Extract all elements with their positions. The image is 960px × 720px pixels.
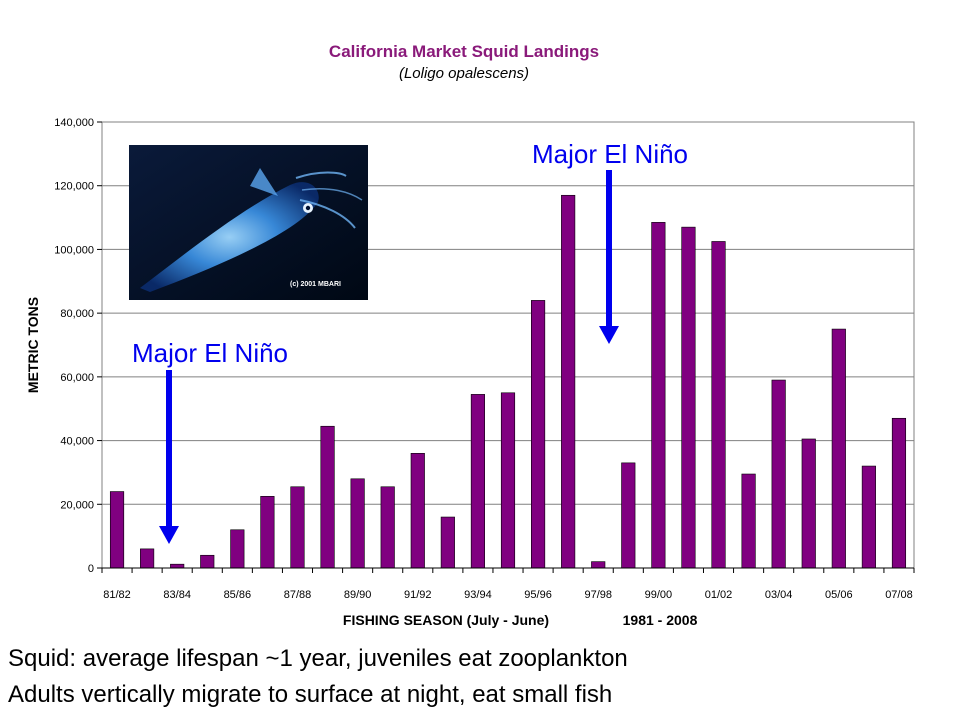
bar-93-94 xyxy=(470,394,485,569)
annotation-el-nino-1: Major El Niño xyxy=(132,338,288,544)
bar-02-03 xyxy=(741,473,756,569)
bar-83-84 xyxy=(170,563,185,569)
bar-92-93 xyxy=(440,516,455,569)
bar-04-05 xyxy=(801,438,816,569)
bar-90-91 xyxy=(380,486,395,569)
squid-photo: (c) 2001 MBARI xyxy=(129,145,368,300)
y-tick-label: 120,000 xyxy=(54,181,94,193)
bar-05-06 xyxy=(831,328,846,569)
x-tick-label: 97/98 xyxy=(584,589,612,601)
y-tick-label: 20,000 xyxy=(60,499,94,511)
x-axis-ticks: 81/82 83/84 85/86 87/88 89/90 91/92 93/94 95/96… xyxy=(101,568,915,601)
bar-01-02 xyxy=(711,241,726,569)
annotation-label: Major El Niño xyxy=(532,139,688,169)
bar-91-92 xyxy=(410,453,425,569)
y-tick-label: 0 xyxy=(88,563,94,575)
bar-82-83 xyxy=(140,548,155,569)
bar-87-88 xyxy=(290,486,305,569)
bar-88-89 xyxy=(320,425,335,569)
bar-03-04 xyxy=(771,379,786,569)
x-tick-label: 03/04 xyxy=(765,589,793,601)
x-tick-label: 95/96 xyxy=(524,589,552,601)
bar-07-08 xyxy=(891,417,907,569)
x-tick-label: 81/82 xyxy=(103,589,131,601)
y-axis-ticks: 0 20,000 40,000 60,000 80,000 100,000 120,000 1… xyxy=(54,117,102,575)
arrow-shaft xyxy=(166,370,172,528)
x-tick-label: 91/92 xyxy=(404,589,432,601)
y-tick-label: 80,000 xyxy=(60,308,94,320)
arrow-down-icon xyxy=(159,526,179,544)
bar-89-90 xyxy=(350,478,365,569)
y-tick-label: 60,000 xyxy=(60,372,94,384)
photo-credit: (c) 2001 MBARI xyxy=(290,281,341,288)
bar-97-98 xyxy=(591,561,606,569)
bar-94-95 xyxy=(500,392,516,569)
bar-00-01 xyxy=(681,226,696,569)
x-tick-label: 05/06 xyxy=(825,589,853,601)
bar-95-96 xyxy=(531,300,546,569)
chart-title: California Market Squid Landings xyxy=(329,42,599,61)
y-tick-label: 40,000 xyxy=(60,436,94,448)
x-axis-range: 1981 - 2008 xyxy=(623,612,698,628)
bar-84-85 xyxy=(200,554,215,569)
bar-96-97 xyxy=(561,194,576,569)
caption-lifespan: Squid: average lifespan ~1 year, juvenil… xyxy=(8,645,628,672)
x-tick-label: 07/08 xyxy=(885,589,913,601)
bar-98-99 xyxy=(621,462,636,569)
chart-subtitle: (Loligo opalescens) xyxy=(399,65,529,82)
x-tick-label: 93/94 xyxy=(464,589,492,601)
arrow-shaft xyxy=(606,170,612,328)
bars xyxy=(109,194,907,569)
annotation-el-nino-2: Major El Niño xyxy=(532,139,688,344)
y-tick-label: 100,000 xyxy=(54,244,94,256)
x-tick-label: 85/86 xyxy=(224,589,252,601)
arrow-down-icon xyxy=(599,326,619,344)
x-tick-label: 83/84 xyxy=(163,589,191,601)
y-tick-label: 140,000 xyxy=(54,117,94,129)
x-tick-label: 89/90 xyxy=(344,589,372,601)
x-tick-label: 01/02 xyxy=(705,589,733,601)
annotation-label: Major El Niño xyxy=(132,338,288,368)
bar-81-82 xyxy=(109,491,125,569)
x-axis-title: FISHING SEASON (July - June) xyxy=(343,612,549,628)
bar-86-87 xyxy=(260,496,275,569)
x-tick-label: 99/00 xyxy=(645,589,673,601)
bar-99-00 xyxy=(651,222,666,569)
caption-migration: Adults vertically migrate to surface at … xyxy=(8,681,613,708)
bar-06-07 xyxy=(861,465,876,569)
x-tick-label: 87/88 xyxy=(284,589,312,601)
bar-85-86 xyxy=(230,529,245,569)
y-axis-title: METRIC TONS xyxy=(25,297,41,393)
